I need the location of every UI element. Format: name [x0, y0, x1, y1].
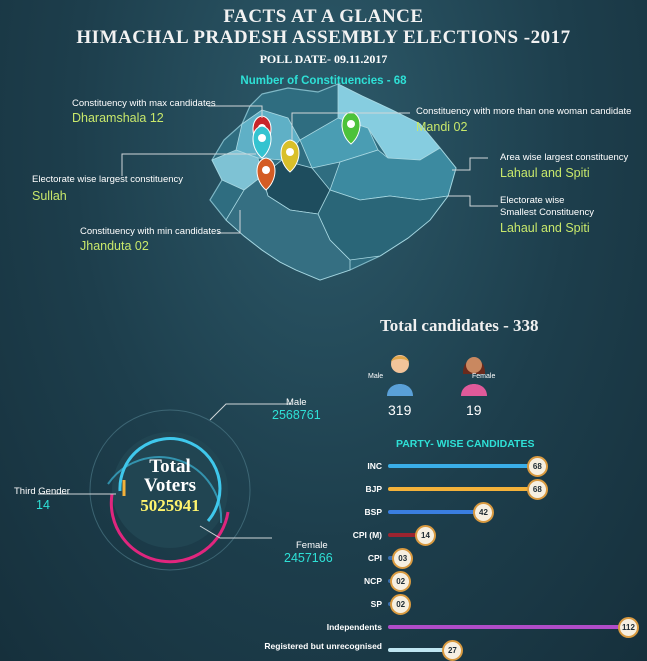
min-candidates-label: Constituency with min candidates [80, 226, 221, 237]
male-count: 319 [388, 402, 412, 418]
party-bar-ncp [388, 579, 393, 583]
party-bar-bsp [388, 510, 475, 514]
party-label-bsp: BSP [364, 507, 382, 517]
voter-leader-lines [38, 403, 292, 539]
party-value-inc: 68 [526, 456, 548, 477]
max-candidates-value: Dharamshala 12 [72, 111, 164, 125]
party-label-sp: SP [370, 599, 382, 609]
constituencies-count: Number of Constituencies - 68 [240, 75, 407, 87]
party-value-registered-but-unrecognised: 27 [441, 640, 463, 661]
female-avatar-icon [461, 357, 487, 396]
party-chart-title: PARTY- WISE CANDIDATES [396, 438, 535, 450]
voters-third-label: Third Gender [14, 486, 70, 497]
party-bar-cpi [388, 556, 395, 560]
largest-electorate-label: Electorate wise largest constituency [32, 174, 184, 185]
max-candidates-label: Constituency with max candidates [72, 98, 216, 109]
party-label-registered-but-unrecognised: Registered but unrecognised [264, 641, 382, 651]
party-label-ncp: NCP [364, 576, 382, 586]
pin-mandi-icon [341, 111, 361, 145]
women-candidate-label: Constituency with more than one woman ca… [416, 106, 632, 117]
party-value-cpi-m: 14 [415, 525, 436, 546]
party-label-inc: INC [367, 461, 382, 471]
party-bar-bjp [388, 487, 529, 491]
party-value-bsp: 42 [473, 502, 494, 523]
party-label-cpi-m: CPI (M) [352, 530, 382, 540]
pin-sullah-icon [252, 125, 272, 159]
party-bar-independents [388, 625, 620, 629]
page-title: FACTS AT A GLANCE [223, 6, 424, 27]
smallest-electorate-value: Lahaul and Spiti [500, 221, 590, 235]
party-label-cpi: CPI [367, 553, 382, 563]
voters-female-label: Female [296, 540, 328, 551]
voters-title-2: Voters [143, 475, 197, 496]
voters-male-count: 2568761 [272, 408, 321, 422]
page-subtitle: HIMACHAL PRADESH ASSEMBLY ELECTIONS -201… [76, 27, 571, 48]
voters-third-count: 14 [36, 498, 50, 512]
min-candidates-value: Jhanduta 02 [80, 239, 149, 253]
voters-male-label: Male [286, 397, 307, 408]
callout-lines [121, 105, 498, 234]
largest-area-label: Area wise largest constituency [500, 152, 629, 163]
largest-electorate-value: Sullah [32, 189, 67, 203]
smallest-electorate-label-2: Smallest Constituency [500, 207, 594, 218]
poll-date: POLL DATE- 09.11.2017 [259, 52, 388, 66]
male-outer-arc [107, 456, 223, 524]
total-candidates-title: Total candidates - 338 [380, 316, 539, 335]
party-label-independents: Independents [326, 622, 382, 632]
party-bar-inc [388, 464, 529, 468]
women-candidate-value: Mandi 02 [416, 120, 468, 134]
map-shape [209, 83, 457, 281]
male-avatar-icon [387, 355, 413, 396]
party-label-bjp: BJP [365, 484, 382, 494]
largest-area-value: Lahaul and Spiti [500, 166, 590, 180]
party-value-sp: 02 [390, 594, 412, 615]
party-bar-cpi-m [388, 533, 417, 537]
party-value-bjp: 68 [526, 479, 548, 500]
voters-title-1: Total [149, 456, 191, 477]
voters-total: 5025941 [140, 496, 200, 515]
male-label: Male [368, 373, 384, 380]
state-map [121, 83, 498, 281]
party-value-independents: 112 [618, 617, 639, 638]
party-bar-registered-but-unrecognised [388, 648, 444, 652]
pin-center-icon [280, 139, 300, 173]
party-bar-sp [388, 602, 393, 606]
smallest-electorate-label-1: Electorate wise [500, 195, 565, 206]
party-value-ncp: 02 [390, 571, 412, 592]
female-count: 19 [466, 402, 482, 418]
female-label: Female [472, 373, 496, 380]
male-arc [118, 437, 222, 522]
party-value-cpi: 03 [392, 548, 414, 569]
pin-jhanduta-icon [256, 157, 276, 191]
voters-female-count: 2457166 [284, 551, 333, 565]
